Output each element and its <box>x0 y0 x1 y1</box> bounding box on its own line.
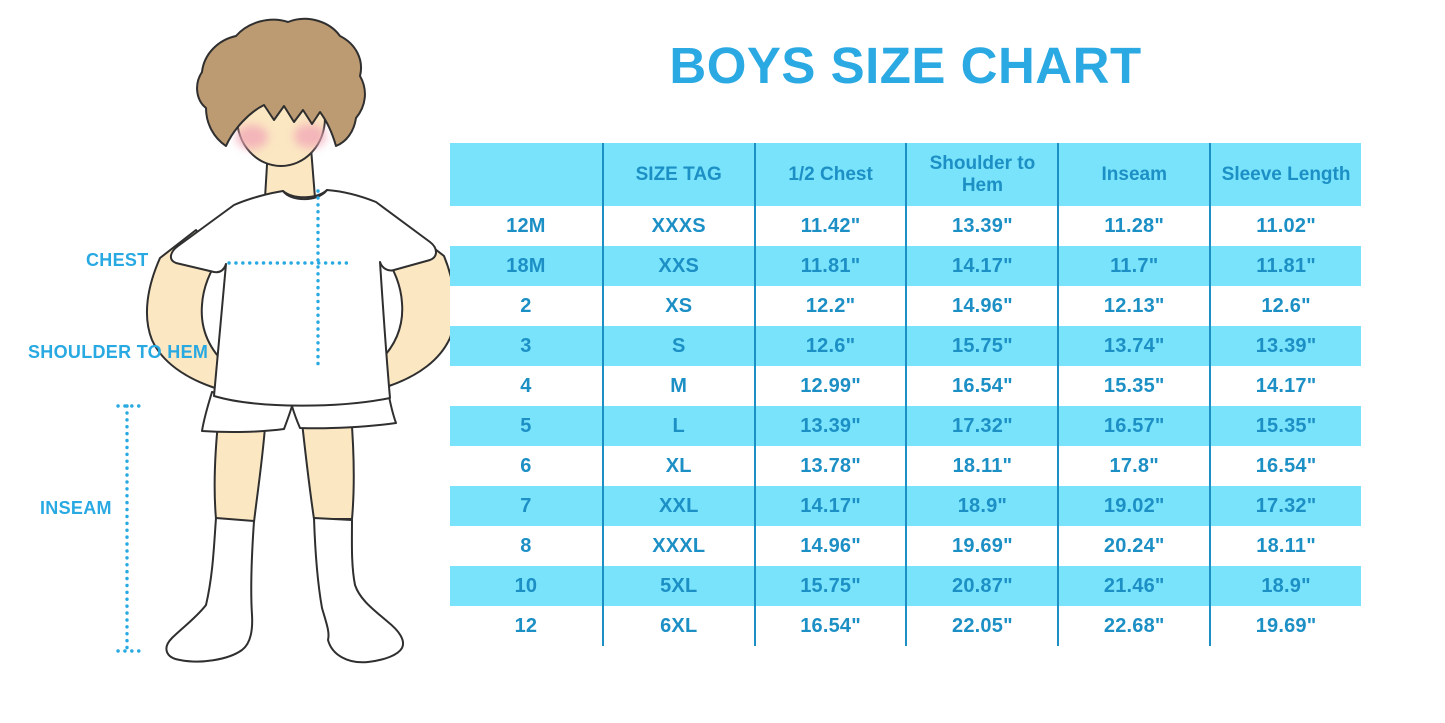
table-row: 12 6XL 16.54" 22.05" 22.68" 19.69" <box>450 606 1361 646</box>
row-size-cell: 12 <box>514 614 538 637</box>
value-cell: XL <box>601 446 754 486</box>
value-cell: 12.99" <box>753 366 906 406</box>
value-cell: S <box>601 326 754 366</box>
page-title: BOYS SIZE CHART <box>669 37 1142 94</box>
value-cell: 18.11" <box>1209 526 1361 566</box>
row-size-cell: 12M <box>506 214 546 237</box>
table-row: 6 XL 13.78" 18.11" 17.8" 16.54" <box>450 446 1361 486</box>
value-cell: 13.74" <box>1057 326 1209 366</box>
table-row: 5 L 13.39" 17.32" 16.57" 15.35" <box>450 406 1361 446</box>
value-cell: M <box>601 366 754 406</box>
value-cell: XXL <box>601 486 754 526</box>
col-header-size-tag: SIZE TAG <box>601 143 754 206</box>
value-cell: 16.54" <box>753 606 906 646</box>
value-cell: 11.81" <box>753 246 906 286</box>
value-cell: 14.96" <box>905 286 1057 326</box>
value-cell: XXS <box>601 246 754 286</box>
row-size-cell: 4 <box>520 374 532 397</box>
value-cell: 16.54" <box>1209 446 1361 486</box>
value-cell: 18.9" <box>1209 566 1361 606</box>
row-size-cell: 18M <box>506 254 546 277</box>
value-cell: 11.42" <box>753 206 906 246</box>
row-size-cell: 3 <box>520 334 532 357</box>
value-cell: 13.39" <box>905 206 1057 246</box>
table-row: 4 M 12.99" 16.54" 15.35" 14.17" <box>450 366 1361 406</box>
value-cell: 5XL <box>601 566 754 606</box>
value-cell: 15.35" <box>1209 406 1361 446</box>
blush-left-icon <box>236 125 268 149</box>
table-row: 8 XXXL 14.96" 19.69" 20.24" 18.11" <box>450 526 1361 566</box>
chest-label: CHEST <box>86 250 149 270</box>
value-cell: 17.32" <box>1209 486 1361 526</box>
value-cell: 20.24" <box>1057 526 1209 566</box>
value-cell: 17.32" <box>905 406 1057 446</box>
col-header-inseam: Inseam <box>1057 143 1209 206</box>
table-header-row: SIZE TAG 1/2 Chest Shoulder to Hem Inseam Sl… <box>450 143 1361 206</box>
table-body: 12M XXXS 11.42" 13.39" 11.28" 11.02" 18M XXS 11.… <box>450 206 1361 646</box>
value-cell: 14.96" <box>753 526 906 566</box>
value-cell: XS <box>601 286 754 326</box>
table-row: 7 XXL 14.17" 18.9" 19.02" 17.32" <box>450 486 1361 526</box>
value-cell: 13.78" <box>753 446 906 486</box>
boy-illustration <box>116 17 450 664</box>
value-cell: 22.68" <box>1057 606 1209 646</box>
table-row: 3 S 12.6" 15.75" 13.74" 13.39" <box>450 326 1361 366</box>
value-cell: 21.46" <box>1057 566 1209 606</box>
value-cell: 19.69" <box>905 526 1057 566</box>
value-cell: 16.57" <box>1057 406 1209 446</box>
value-cell: XXXL <box>601 526 754 566</box>
row-size-cell: 8 <box>520 534 532 557</box>
row-size-cell: 10 <box>514 574 538 597</box>
value-cell: 13.39" <box>1209 326 1361 366</box>
tshirt <box>170 189 437 407</box>
value-cell: XXXS <box>601 206 754 246</box>
value-cell: 22.05" <box>905 606 1057 646</box>
value-cell: 19.69" <box>1209 606 1361 646</box>
row-size-cell: 6 <box>520 454 532 477</box>
value-cell: 19.02" <box>1057 486 1209 526</box>
value-cell: 13.39" <box>753 406 906 446</box>
value-cell: 11.02" <box>1209 206 1361 246</box>
value-cell: 11.7" <box>1057 246 1209 286</box>
value-cell: 12.6" <box>1209 286 1361 326</box>
value-cell: 11.28" <box>1057 206 1209 246</box>
value-cell: 12.13" <box>1057 286 1209 326</box>
value-cell: 14.17" <box>905 246 1057 286</box>
table-row: 12M XXXS 11.42" 13.39" 11.28" 11.02" <box>450 206 1361 246</box>
row-size-cell: 5 <box>520 414 532 437</box>
col-header-size <box>450 143 602 206</box>
value-cell: 12.2" <box>753 286 906 326</box>
measure-guides <box>116 189 349 653</box>
left-sock <box>165 517 255 663</box>
value-cell: 18.9" <box>905 486 1057 526</box>
value-cell: 11.81" <box>1209 246 1361 286</box>
value-cell: 12.6" <box>753 326 906 366</box>
value-cell: 16.54" <box>905 366 1057 406</box>
value-cell: 20.87" <box>905 566 1057 606</box>
col-header-sleeve-length: Sleeve Length <box>1209 143 1361 206</box>
value-cell: L <box>601 406 754 446</box>
collar-line <box>282 189 328 201</box>
table-row: 10 5XL 15.75" 20.87" 21.46" 18.9" <box>450 566 1361 606</box>
shoulder-to-hem-label: SHOULDER TO HEM <box>28 342 209 362</box>
value-cell: 18.11" <box>905 446 1057 486</box>
col-header-shoulder-to-hem: Shoulder to Hem <box>905 143 1057 206</box>
row-size-cell: 7 <box>520 494 532 517</box>
value-cell: 14.17" <box>1209 366 1361 406</box>
value-cell: 15.35" <box>1057 366 1209 406</box>
value-cell: 15.75" <box>753 566 906 606</box>
value-cell: 14.17" <box>753 486 906 526</box>
inseam-label: INSEAM <box>40 498 112 518</box>
row-size-cell: 2 <box>520 294 532 317</box>
size-table: SIZE TAG 1/2 Chest Shoulder to Hem Inseam Sl… <box>450 143 1361 646</box>
hair <box>196 17 366 147</box>
right-sock <box>313 517 404 664</box>
value-cell: 6XL <box>601 606 754 646</box>
table-row: 18M XXS 11.81" 14.17" 11.7" 11.81" <box>450 246 1361 286</box>
blush-right-icon <box>294 124 326 148</box>
col-header-1-2-chest: 1/2 Chest <box>753 143 906 206</box>
value-cell: 17.8" <box>1057 446 1209 486</box>
value-cell: 15.75" <box>905 326 1057 366</box>
table-row: 2 XS 12.2" 14.96" 12.13" 12.6" <box>450 286 1361 326</box>
